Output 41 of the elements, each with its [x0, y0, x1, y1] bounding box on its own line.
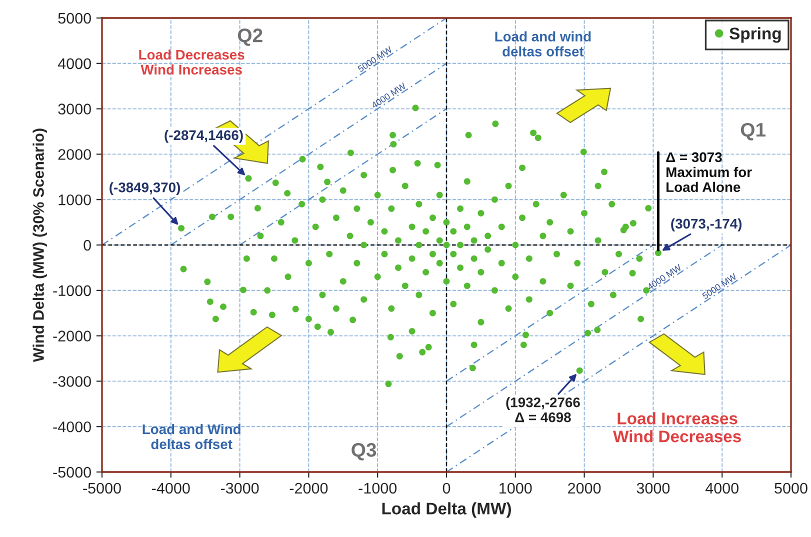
- y-tick-label: -5000: [53, 466, 91, 478]
- annotation: (1932,-2766 Δ = 4698: [506, 397, 580, 422]
- x-tick-label: 0: [442, 482, 450, 494]
- x-tick-label: -4000: [152, 482, 190, 494]
- x-tick-label: 3000: [636, 482, 670, 494]
- x-axis-title: Load Delta (MW): [382, 502, 511, 518]
- annotation: (3073,-174): [671, 218, 742, 232]
- x-tick-label: -2000: [290, 482, 328, 494]
- annotation: Δ = 3073 Maximum for Load Alone: [666, 152, 752, 192]
- text: 5000 MW: [702, 272, 738, 300]
- y-tick-label: 5000: [58, 12, 91, 24]
- text: 4000 MW: [646, 264, 682, 290]
- legend-label: Spring: [730, 27, 781, 43]
- y-tick-label: -2000: [53, 330, 91, 342]
- annotation: Q2: [238, 28, 262, 46]
- annotation: Load and Wind deltas offset: [142, 424, 240, 450]
- y-axis-title: Wind Delta (MW) (30% Scenario): [32, 128, 47, 362]
- annotation: Load Increases Wind Decreases: [613, 412, 741, 442]
- annotation: Q3: [352, 443, 376, 460]
- annotation: (-3849,370): [110, 182, 180, 196]
- x-tick-label: -3000: [220, 482, 259, 494]
- text: 4000 MW: [370, 82, 407, 109]
- y-tick-label: -3000: [53, 376, 91, 387]
- y-tick-label: 4000: [58, 58, 91, 70]
- annotation: Q1: [740, 122, 766, 140]
- annotation: Load Decreases Wind Increases: [139, 49, 244, 75]
- y-tick-label: -1000: [53, 285, 91, 296]
- annotation: (-2874,1466): [164, 130, 243, 143]
- y-tick-label: 0: [84, 240, 91, 251]
- x-tick-label: 2000: [568, 482, 601, 494]
- x-tick-label: 1000: [500, 482, 532, 494]
- x-tick-label: 5000: [774, 482, 808, 494]
- x-tick-label: -1000: [358, 482, 397, 494]
- text: 5000 MW: [357, 46, 393, 72]
- y-tick-label: 2000: [58, 149, 91, 160]
- y-tick-label: 1000: [58, 194, 91, 206]
- y-tick-label: -4000: [53, 421, 91, 432]
- annotation: Load and wind deltas offset: [495, 31, 591, 56]
- x-tick-label: 4000: [705, 482, 738, 494]
- x-tick-label: -5000: [83, 482, 121, 494]
- y-tick-label: 3000: [58, 104, 91, 114]
